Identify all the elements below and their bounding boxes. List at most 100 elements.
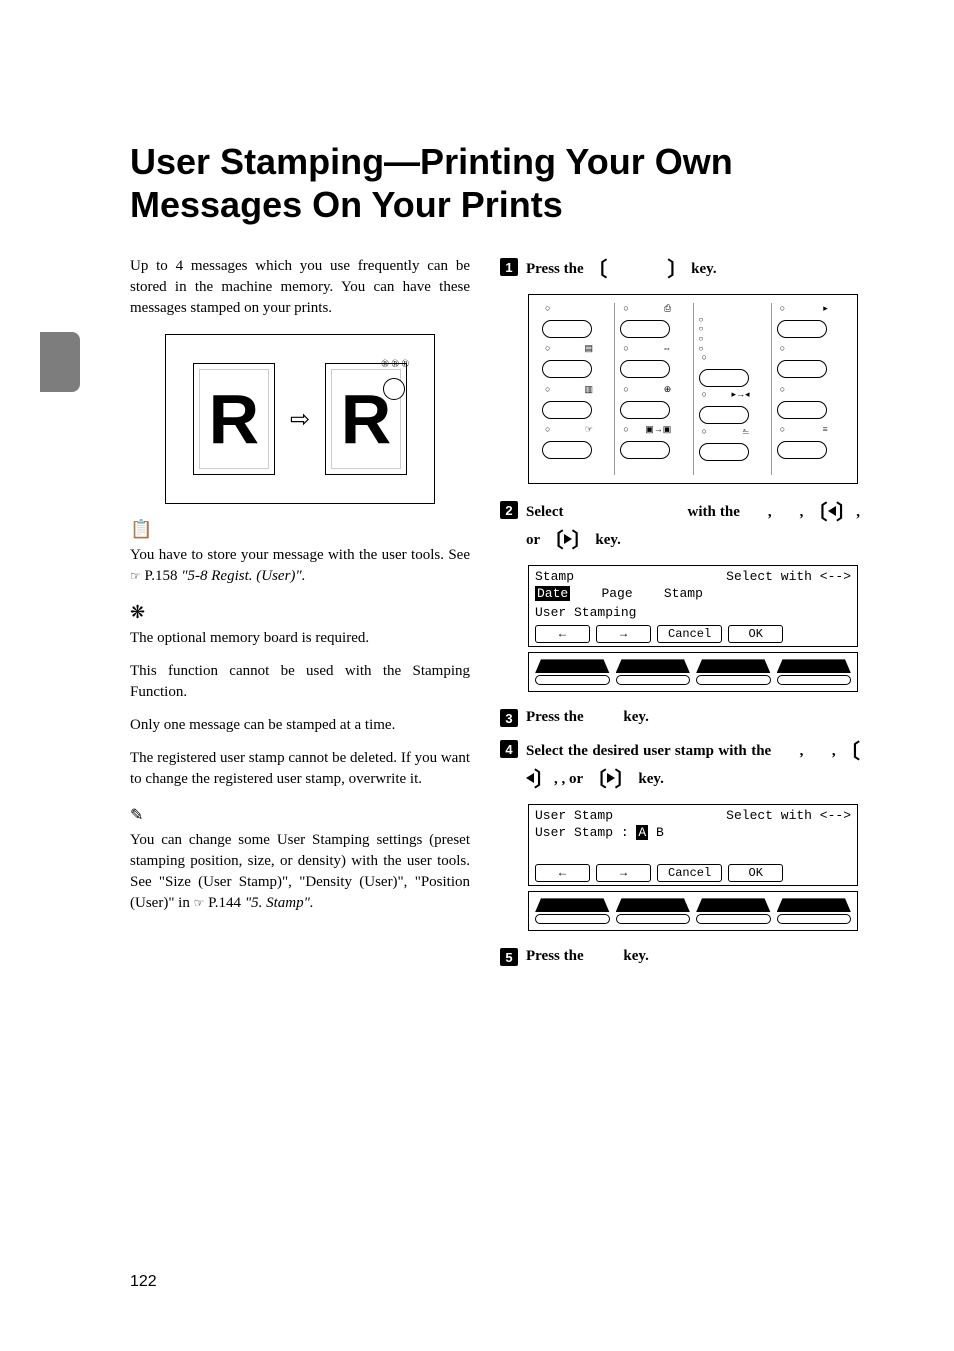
lcd-spacer [535,842,851,861]
lcd-label: User Stamp : [535,825,636,840]
triangle-right-icon [607,773,615,783]
lcd-btn-ok: OK [728,864,783,882]
step-2: 2 Select User Stamping with the , , 〔〕, … [500,499,860,555]
step-num-1: 1 [500,258,518,276]
left-bracket-icon: 〔 [587,769,607,791]
lcd-btn-cancel: Cancel [657,864,722,882]
panel-col-4: ▸ ≡ [772,303,849,475]
step-1-a: Press the [526,261,587,277]
lcd-option: Page [601,586,632,601]
preparation-icon: 📋 [130,519,470,540]
step-2-text: Select User Stamping with the , , 〔〕, or… [526,499,860,555]
step-3-text: Press the OK key. [526,707,860,728]
panel-button: ▤ [542,360,592,378]
lcd-row-1: User Stamp : A B [535,823,851,842]
step-5-text: Press the OK key. [526,946,860,967]
panel-button: ☞ [542,441,592,459]
limitation-item-4: The registered user stamp cannot be dele… [130,748,470,790]
note-ref: P.144 [208,895,241,911]
side-tab [40,332,80,392]
step-2-b: with the [688,504,744,520]
ref-arrow-icon: ☞ [130,569,141,583]
step-4-b: , or [562,771,587,787]
lcd-display-1: Stamp Select with <--> Date Page Stamp U… [528,565,858,647]
right-bracket-icon: 〕 [667,259,687,281]
panel-button [777,360,827,378]
note-text-2: "5. Stamp". [245,895,314,911]
step-4-text: Select the desired user stamp with the ,… [526,738,860,794]
step-5-a: Press the [526,948,587,964]
prep-text-2: "5-8 Regist. (User)". [181,568,305,584]
lcd-btn-cancel: Cancel [657,625,722,643]
panel-col-2: ⎙ ⇔ ⊕ ▣→▣ [615,303,693,475]
panel-button: ▸→◂ [699,406,749,424]
right-bracket-icon: 〕 [572,530,592,552]
right-bracket-icon: 〕 [615,769,635,791]
step-4-c: key. [638,771,663,787]
panel-button [542,320,592,338]
left-bracket-icon: 〔 [840,741,860,763]
left-bracket-icon: 〔 [544,530,564,552]
panel-button [699,369,749,387]
right-bracket-icon: 〕 [836,502,857,524]
lcd-title: Stamp [535,569,574,584]
step-num-2: 2 [500,501,518,519]
step-num-4: 4 [500,740,518,758]
prep-text-1: You have to store your message with the … [130,547,470,563]
original-page: R [193,363,275,475]
panel-col-1: ▤ ▥ ☞ [537,303,615,475]
right-bracket-icon: 〕 [534,769,554,791]
lcd-button-row: ← → Cancel OK [535,625,851,643]
step-2-a: Select [526,504,568,520]
stamping-illustration: R ⇨ ® ® ® R [165,334,435,504]
intro-text: Up to 4 messages which you use frequentl… [130,256,470,319]
lcd-hint: Select with <--> [726,569,851,584]
left-bracket-icon: 〔 [587,259,607,281]
lcd-option: Stamp [664,586,703,601]
panel-button: ≡ [777,441,827,459]
lcd-btn-left: ← [535,864,590,882]
panel-button [777,401,827,419]
panel-button: ▣→▣ [620,441,670,459]
step-3: 3 Press the OK key. [500,707,860,728]
lcd-btn-ok: OK [728,625,783,643]
step-5: 5 Press the OK key. [500,946,860,967]
control-panel-illustration: ▤ ▥ ☞ ⎙ ⇔ ⊕ ▣→▣ ○○○○ ▸→◂ ⎁ ▸ ≡ [528,294,858,484]
lcd-hint: Select with <--> [726,808,851,823]
step-3-a: Press the [526,709,587,725]
panel-col-3: ○○○○ ▸→◂ ⎁ [694,303,772,475]
lcd-header: User Stamp Select with <--> [535,808,851,823]
left-bracket-icon: 〔 [807,502,827,524]
triangle-left-icon [828,506,836,516]
main-title: User Stamping—Printing Your Own Messages… [130,140,874,226]
step-4-a: Select the desired user stamp with the [526,743,776,759]
triangle-left-icon [526,773,534,783]
lcd-row-1: Date Page Stamp [535,584,851,603]
stamped-page: ® ® ® R [325,363,407,475]
lcd-display-2: User Stamp Select with <--> User Stamp :… [528,804,858,886]
letter-r: R [199,369,269,469]
lcd-header: Stamp Select with <--> [535,569,851,584]
lcd-btn-right: → [596,625,651,643]
arrow-right-icon: ⇨ [290,405,310,434]
left-column: Up to 4 messages which you use frequentl… [130,256,470,977]
two-column-layout: Up to 4 messages which you use frequentl… [130,256,874,977]
soft-keys-1 [528,652,858,692]
page-number: 122 [130,1273,157,1291]
step-4: 4 Select the desired user stamp with the… [500,738,860,794]
lcd-btn-left: ← [535,625,590,643]
letter-r-stamped: R [331,369,401,469]
panel-button: ⎙ [620,320,670,338]
note-icon: ✎ [130,805,470,825]
prep-ref: P.158 [145,568,178,584]
limitation-icon: ❋ [130,602,470,623]
panel-button: ⎁ [699,443,749,461]
preparation-text: You have to store your message with the … [130,545,470,587]
lcd-selected: A [636,825,648,840]
step-3-b: key. [623,709,648,725]
lcd-button-row: ← → Cancel OK [535,864,851,882]
lcd-option: B [648,825,664,840]
step-5-b: key. [623,948,648,964]
note-text: You can change some User Stamping settin… [130,830,470,914]
step-num-3: 3 [500,709,518,727]
